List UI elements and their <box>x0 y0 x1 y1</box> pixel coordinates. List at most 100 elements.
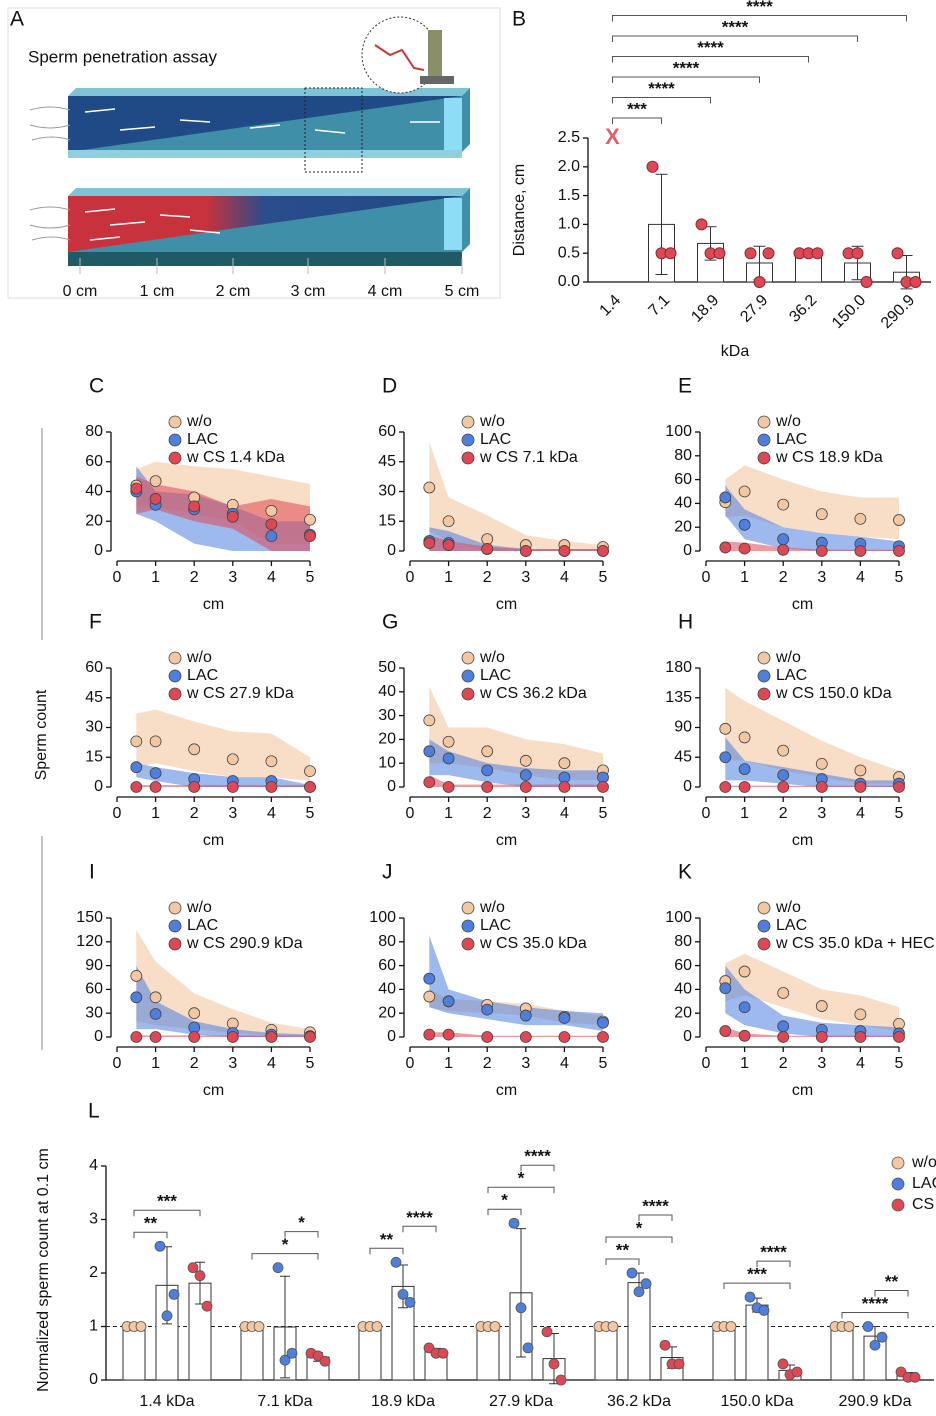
legend-marker <box>757 451 771 465</box>
data-point <box>265 781 278 793</box>
y-tick-label: 40 <box>674 495 692 512</box>
band <box>136 965 310 1037</box>
y-tick-label: 0 <box>387 778 396 795</box>
legend-label: LAC <box>480 431 511 448</box>
data-point <box>719 1025 732 1037</box>
significance-label: *** <box>157 1192 177 1211</box>
data-point <box>815 757 828 770</box>
significance-bracket <box>612 56 809 63</box>
y-tick-label: 90 <box>85 957 103 974</box>
y-tick-label: 3 <box>89 1211 98 1228</box>
x-tick-label: 0 <box>406 1055 415 1072</box>
legend-label: w/o <box>911 1154 936 1171</box>
y-tick-label: 20 <box>674 518 692 535</box>
y-tick-label: 80 <box>85 423 103 440</box>
y-tick-label: 2 <box>89 1264 98 1281</box>
data-point <box>633 1286 645 1298</box>
data-point <box>226 510 239 523</box>
bar <box>476 1326 500 1381</box>
scale-label: 3 cm <box>291 283 326 300</box>
legend-label: w CS 1.4 kDa <box>186 449 285 466</box>
data-point <box>854 545 867 557</box>
legend-label: w CS 290.9 kDa <box>186 935 303 952</box>
band <box>429 535 603 551</box>
significance-bracket <box>133 1209 201 1217</box>
data-point <box>304 530 316 543</box>
data-point <box>149 781 162 793</box>
scale-label: 4 cm <box>368 283 403 300</box>
legend-marker <box>891 1156 905 1170</box>
y-tick-label: 60 <box>85 659 103 676</box>
legend-marker <box>168 669 182 683</box>
x-tick-label: 1 <box>740 1055 749 1072</box>
y-tick-label: 0 <box>94 542 103 559</box>
data-point <box>719 722 732 735</box>
data-point <box>188 1007 201 1020</box>
legend-marker <box>757 937 771 951</box>
x-tick-label: 36.2 kDa <box>607 1393 671 1410</box>
data-point <box>154 1240 166 1252</box>
data-point <box>777 744 790 757</box>
legend-label: LAC <box>480 667 511 684</box>
band <box>725 485 899 551</box>
panel-letter: K <box>678 861 692 884</box>
legend-marker <box>461 919 475 933</box>
legend-marker <box>461 433 475 447</box>
significance-bracket <box>402 1225 437 1233</box>
x-tick-label: 4 <box>856 569 865 586</box>
legend-marker <box>461 451 475 465</box>
x-tick-label: 0 <box>406 569 415 586</box>
significance-bracket <box>487 1186 555 1194</box>
data-point <box>695 218 708 231</box>
legend-marker <box>168 433 182 447</box>
data-point <box>253 1321 265 1332</box>
data-point <box>713 247 726 260</box>
y-tick-label: 80 <box>674 933 692 950</box>
legend-label: w CS 150.0 kDa <box>775 685 892 702</box>
data-point <box>719 491 732 504</box>
legend-label: w CS 7.1 kDa <box>479 449 578 466</box>
data-point <box>854 512 867 525</box>
significance-label: ** <box>885 1272 899 1291</box>
significance-label: * <box>298 1213 305 1232</box>
y-tick-label: 180 <box>665 659 692 676</box>
data-point <box>279 1354 291 1366</box>
data-point <box>862 1321 874 1332</box>
data-point <box>558 545 571 557</box>
panel-letter: G <box>382 611 398 634</box>
x-tick-label: 3 <box>521 805 530 822</box>
tube-top <box>29 16 470 173</box>
legend-label: w/o <box>479 413 505 430</box>
x-tick-label: 290.9 kDa <box>839 1393 912 1410</box>
data-point <box>738 781 751 793</box>
data-point <box>791 1366 803 1378</box>
scale-label: 2 cm <box>216 283 251 300</box>
tube-bottom <box>29 188 470 274</box>
data-point <box>442 539 455 551</box>
significance-bracket <box>723 1282 791 1290</box>
significance-label: **** <box>673 58 700 77</box>
bar <box>358 1326 382 1381</box>
bar <box>712 1326 736 1381</box>
y-tick-label: 0 <box>683 778 692 795</box>
data-point <box>371 1321 383 1332</box>
data-point <box>442 515 455 528</box>
data-point <box>265 530 278 543</box>
data-point <box>319 1355 331 1367</box>
x-tick-label: 5 <box>599 805 608 822</box>
x-tick-label: 1 <box>151 569 160 586</box>
x-tick-label: 2 <box>483 805 492 822</box>
y-tick-label: 0 <box>89 1371 98 1388</box>
data-point <box>423 481 436 494</box>
panel-letter: B <box>512 8 526 31</box>
y-tick-label: 60 <box>85 453 103 470</box>
legend-marker <box>168 687 182 701</box>
data-point <box>508 1217 520 1229</box>
y-tick-label: 40 <box>378 683 396 700</box>
data-point <box>130 735 143 748</box>
data-point <box>423 776 436 789</box>
x-tick-label: 2 <box>483 569 492 586</box>
data-point <box>265 755 278 768</box>
data-point <box>854 1008 867 1021</box>
legend-marker <box>891 1177 905 1191</box>
